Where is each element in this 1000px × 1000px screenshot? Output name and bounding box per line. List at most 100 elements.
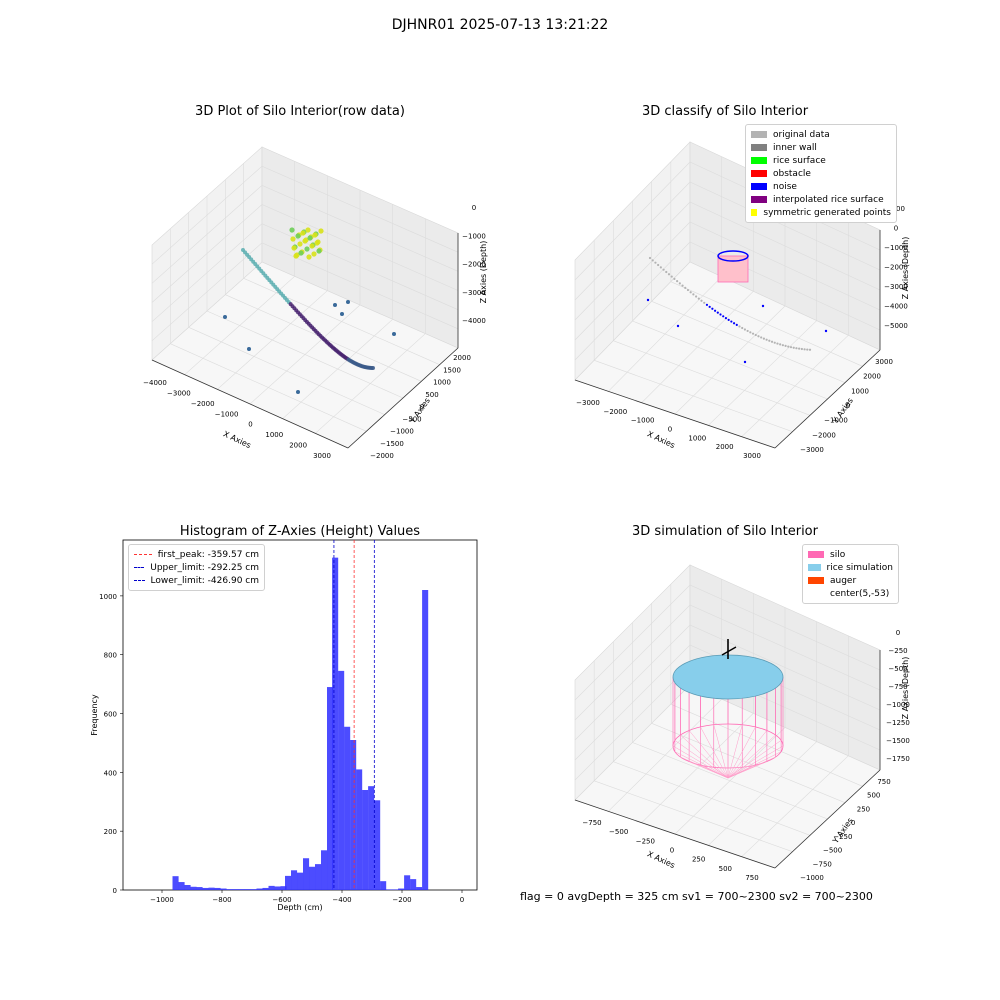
data-point xyxy=(293,253,299,259)
x-tick-label: −2000 xyxy=(191,400,215,408)
x-tick-label: −750 xyxy=(582,819,601,827)
y-tick-label: 500 xyxy=(425,391,438,399)
y-axis-label: Y Axies xyxy=(830,816,855,846)
data-point xyxy=(781,344,784,347)
legend-item-first-peak: first_peak: -359.57 cm xyxy=(134,548,259,561)
data-point xyxy=(735,323,738,326)
histogram-bar xyxy=(297,872,304,890)
legend-swatch xyxy=(808,551,824,558)
silo-cone-line xyxy=(727,740,782,779)
legend-swatch xyxy=(751,144,767,151)
x-tick-label: 250 xyxy=(692,856,705,864)
data-point xyxy=(305,227,311,233)
y-tick-label: −1500 xyxy=(380,440,404,448)
z-axis-label: Z Axies (Depth) xyxy=(901,657,910,720)
x-tick-label: 0 xyxy=(670,847,674,855)
histogram-bar xyxy=(274,886,281,890)
x-tick-label: −3000 xyxy=(576,399,600,407)
legend-swatch xyxy=(808,590,824,597)
data-point xyxy=(751,332,755,335)
auger-arm xyxy=(721,646,737,656)
legend-swatch xyxy=(751,131,767,138)
y-tick-label: 0 xyxy=(420,403,424,411)
silo-cone-line xyxy=(727,734,776,779)
silo-cone-line xyxy=(700,726,729,779)
data-point xyxy=(316,248,322,254)
z-tick-label: −3000 xyxy=(462,289,486,297)
histogram-bar xyxy=(262,887,269,890)
silo-cone-line xyxy=(688,730,729,779)
histogram-bar xyxy=(327,687,334,890)
data-point xyxy=(311,251,317,257)
data-point xyxy=(757,335,760,338)
grid-line xyxy=(151,165,459,265)
data-point xyxy=(784,344,787,348)
histogram-bar xyxy=(291,870,298,890)
legend-label: interpolated rice surface xyxy=(773,194,884,205)
histogram-bar xyxy=(303,858,310,890)
histogram-bar xyxy=(184,885,191,890)
x-tick-label: 500 xyxy=(719,865,732,873)
data-point xyxy=(800,347,803,351)
data-point xyxy=(667,273,671,276)
data-point xyxy=(654,261,657,264)
histogram-bar xyxy=(214,887,221,890)
silo-cone-line xyxy=(674,740,729,779)
legend-label: silo xyxy=(830,549,846,560)
histogram-bar xyxy=(268,885,275,890)
data-point xyxy=(684,286,687,289)
data-point xyxy=(670,275,673,278)
histogram-bar xyxy=(250,889,257,890)
y-tick-label: −750 xyxy=(813,860,832,868)
x-axis-label: Depth (cm) xyxy=(277,903,322,912)
data-point xyxy=(703,301,706,304)
data-point xyxy=(762,337,765,340)
data-point xyxy=(296,390,300,394)
data-point xyxy=(681,284,684,287)
data-point xyxy=(795,347,798,350)
y-axis-line xyxy=(347,347,459,449)
panel3-legend: first_peak: -359.57 cm Upper_limit: -292… xyxy=(128,544,265,591)
x-tick-label: 750 xyxy=(745,874,758,882)
data-point xyxy=(727,318,730,321)
histogram-bar xyxy=(190,886,197,890)
x-tick-label: −1000 xyxy=(150,896,174,904)
data-point xyxy=(824,329,828,333)
data-point xyxy=(798,347,801,350)
legend-line xyxy=(134,567,145,568)
histogram-bar xyxy=(220,888,227,890)
silo-cone-line xyxy=(727,724,743,779)
data-point xyxy=(697,297,700,300)
y-axis-label: Frequency xyxy=(90,694,99,736)
y-tick-label: −500 xyxy=(823,847,842,855)
legend-item-symmetric: symmetric generated points xyxy=(751,206,891,219)
y-tick-label: 500 xyxy=(867,792,880,800)
data-point xyxy=(770,340,774,343)
histogram-bar xyxy=(202,887,209,890)
data-point xyxy=(678,282,681,285)
histogram-bar xyxy=(350,740,357,890)
data-point xyxy=(314,240,320,246)
data-point xyxy=(787,345,790,348)
data-point xyxy=(705,303,709,306)
y-tick-label: −500 xyxy=(402,415,421,423)
y-tick-label: 0 xyxy=(846,402,850,410)
legend-swatch xyxy=(751,183,767,190)
histogram-bar xyxy=(332,557,339,890)
y-tick-label: 250 xyxy=(857,805,870,813)
y-tick-label: 750 xyxy=(877,778,890,786)
data-point xyxy=(754,333,757,337)
y-axis-line xyxy=(774,349,881,449)
z-tick-label: −2000 xyxy=(462,261,486,269)
data-point xyxy=(302,238,308,244)
data-point xyxy=(776,342,779,345)
data-point xyxy=(789,346,793,349)
data-point xyxy=(651,259,654,262)
z-axis-label: Z Axies (Depth) xyxy=(479,241,488,304)
data-point xyxy=(346,300,350,304)
silo-cone-line xyxy=(727,726,756,779)
histogram-bar xyxy=(410,879,417,890)
panel2-legend: original data inner wall rice surface ob… xyxy=(745,124,897,223)
x-tick-label: −400 xyxy=(332,896,351,904)
